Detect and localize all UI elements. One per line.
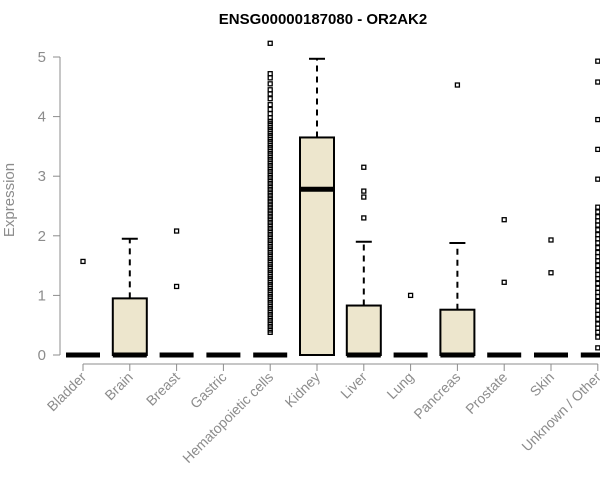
y-tick-label: 2 <box>38 228 46 245</box>
outlier-point <box>595 325 600 331</box>
outlier-point <box>595 307 600 313</box>
outlier-point <box>595 303 600 309</box>
outlier-point <box>595 236 600 242</box>
outlier-point <box>267 91 273 97</box>
box-iqr <box>299 136 335 356</box>
outlier-point <box>595 214 600 220</box>
outlier-point <box>595 231 600 238</box>
outlier-point <box>548 270 554 276</box>
outlier-point <box>267 81 273 87</box>
box-group <box>159 228 194 358</box>
outlier-point <box>595 289 600 296</box>
outlier-point <box>595 116 600 123</box>
outlier-point <box>595 316 600 322</box>
box-group <box>439 82 476 358</box>
outlier-point <box>267 75 273 81</box>
y-tick-label: 4 <box>38 109 46 126</box>
chart-title: ENSG00000187080 - OR2AK2 <box>219 11 427 28</box>
x-tick-label: Pancreas <box>410 369 463 422</box>
box-group <box>393 292 428 358</box>
box-group <box>487 217 522 358</box>
x-tick-label: Liver <box>337 369 370 402</box>
outlier-point <box>595 293 600 300</box>
outlier-point <box>595 334 600 340</box>
outlier-point <box>548 237 554 243</box>
outlier-point <box>595 254 600 260</box>
outlier-point <box>595 249 600 256</box>
x-tick-label: Kidney <box>282 369 324 411</box>
box-group <box>534 237 568 358</box>
outlier-point <box>595 209 600 215</box>
outlier-point <box>267 71 273 77</box>
outlier-point <box>595 218 600 224</box>
outlier-point <box>501 279 507 285</box>
outlier-point <box>267 106 273 113</box>
outlier-point <box>595 58 600 64</box>
x-tick-label: Hematopoietic cells <box>179 369 276 466</box>
outlier-point <box>267 110 273 117</box>
outlier-point <box>595 329 600 336</box>
y-tick-label: 3 <box>38 168 46 185</box>
y-tick-label: 0 <box>38 347 46 364</box>
y-axis-label: Expression <box>1 163 18 237</box>
box-iqr <box>111 297 148 357</box>
outlier-point <box>173 283 180 290</box>
outlier-point <box>501 217 507 223</box>
outlier-point <box>595 321 600 327</box>
outlier-point <box>267 96 273 102</box>
x-tick-label: Bladder <box>44 369 90 415</box>
plot-area <box>66 40 600 358</box>
outlier-point <box>595 276 600 282</box>
outlier-point <box>361 164 367 170</box>
outlier-point <box>595 280 600 287</box>
outlier-point <box>454 82 461 88</box>
x-tick-label: Unknown / Other <box>518 369 600 455</box>
x-tick-label: Lung <box>383 369 416 402</box>
x-tick-label: Brain <box>101 369 135 403</box>
outlier-point <box>267 40 273 46</box>
outlier-point <box>595 285 600 291</box>
outlier-point <box>361 215 367 221</box>
box-group <box>253 40 288 358</box>
outlier-point <box>407 292 414 299</box>
box-group <box>345 164 382 358</box>
box-group <box>299 57 335 356</box>
outlier-point <box>595 204 600 210</box>
outlier-point <box>595 311 600 318</box>
y-tick-label: 1 <box>38 287 46 304</box>
x-tick-label: Gastric <box>187 369 230 412</box>
outlier-point <box>80 258 86 265</box>
y-axis: 0 1 2 3 4 5 <box>38 49 61 364</box>
x-tick-label: Breast <box>143 369 183 409</box>
outlier-point <box>595 245 600 251</box>
x-tick-label: Skin <box>527 369 558 400</box>
box-group <box>111 237 148 358</box>
outlier-point <box>595 227 600 233</box>
outlier-point <box>595 79 600 85</box>
outlier-point <box>361 194 367 200</box>
outlier-point <box>595 258 600 264</box>
box-group <box>580 58 600 358</box>
x-tick-label: Prostate <box>462 369 510 417</box>
outlier-point <box>595 262 600 269</box>
box-group <box>66 258 100 358</box>
outlier-point <box>595 222 600 228</box>
y-tick-label: 5 <box>38 49 46 66</box>
box-iqr <box>345 304 382 357</box>
outlier-point <box>267 115 273 121</box>
box-iqr <box>439 308 476 357</box>
outlier-point <box>595 267 600 274</box>
outlier-point <box>267 87 273 93</box>
outlier-point <box>173 228 180 234</box>
outlier-point <box>267 102 273 108</box>
outlier-point <box>595 240 600 246</box>
outlier-point <box>595 345 600 351</box>
outlier-point <box>361 188 367 194</box>
outlier-point <box>595 271 600 278</box>
outlier-point <box>595 146 600 153</box>
outlier-point <box>595 176 600 182</box>
outlier-point <box>595 298 600 305</box>
